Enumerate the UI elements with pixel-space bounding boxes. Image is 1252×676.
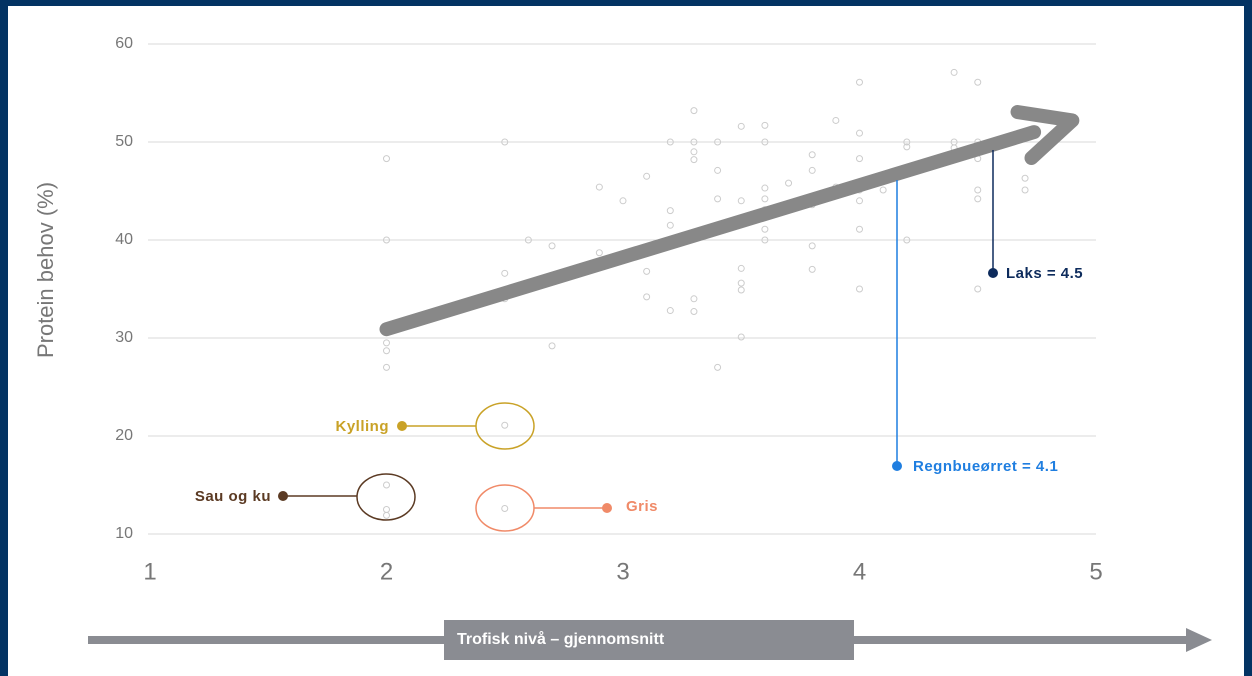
point (903, 143, 911, 151)
y-tick-label: 20 (115, 427, 133, 444)
x-axis-arrowhead (1186, 628, 1212, 652)
trend-arrow (379, 125, 1042, 337)
point (666, 307, 674, 315)
point (690, 138, 698, 146)
point (690, 295, 698, 303)
x-axis-label: Trofisk nivå – gjennomsnitt (457, 630, 665, 648)
leader-dot (988, 268, 998, 278)
point (832, 116, 840, 124)
point (761, 138, 769, 146)
point (714, 363, 722, 371)
point (737, 286, 745, 294)
point (383, 155, 390, 163)
x-tick-label: 3 (616, 558, 629, 585)
leader-dot (397, 421, 407, 431)
point (690, 148, 698, 156)
point (950, 68, 958, 76)
annotation: Gris (626, 498, 658, 515)
point (737, 279, 745, 287)
point (595, 249, 603, 257)
x-tick-label: 1 (143, 558, 156, 585)
y-tick-label: 60 (115, 35, 133, 52)
point (383, 363, 390, 371)
point (903, 236, 911, 244)
point (619, 197, 627, 205)
point (595, 183, 603, 191)
point (737, 264, 745, 272)
point (1021, 174, 1029, 182)
point (808, 166, 816, 174)
point (856, 285, 863, 293)
point (666, 138, 674, 146)
x-tick-label: 2 (380, 558, 393, 585)
point (643, 267, 651, 275)
x-label-box (444, 620, 854, 660)
y-tick-label: 50 (115, 133, 133, 150)
point (974, 285, 982, 293)
y-tick-label: 30 (115, 329, 133, 346)
point (974, 78, 982, 86)
point (383, 511, 390, 519)
point (501, 269, 509, 277)
point (856, 155, 863, 163)
point (524, 236, 532, 244)
point (666, 207, 674, 215)
point (903, 138, 911, 146)
point (761, 184, 769, 192)
point (761, 236, 769, 244)
point (761, 195, 769, 203)
point (785, 179, 793, 187)
trend-arrowhead (1010, 105, 1080, 165)
point (383, 481, 390, 489)
leader-dot (278, 491, 288, 501)
point (808, 242, 816, 250)
y-tick-label: 10 (115, 525, 133, 542)
point (808, 151, 816, 159)
point (690, 107, 698, 115)
point (714, 195, 722, 203)
annotation: Laks = 4.5 (1006, 265, 1083, 282)
point (1021, 186, 1029, 194)
point (856, 225, 863, 233)
point (548, 242, 556, 250)
point (761, 225, 769, 233)
y-axis-label: Protein behov (%) (33, 182, 58, 358)
point (974, 186, 982, 194)
highlight-ellipse (356, 473, 416, 521)
annotation: Regnbueørret = 4.1 (913, 458, 1058, 475)
point (501, 138, 509, 146)
point (974, 195, 982, 203)
point (548, 342, 556, 350)
leader-dot (602, 503, 612, 513)
point (737, 122, 745, 130)
point (690, 308, 698, 316)
leader-dot (892, 461, 902, 471)
point (666, 221, 674, 229)
x-tick-label: 4 (853, 558, 866, 585)
point (737, 197, 745, 205)
point (879, 186, 887, 194)
point (383, 339, 390, 347)
point (383, 347, 390, 355)
point (714, 138, 722, 146)
point (856, 129, 863, 137)
point (501, 421, 509, 429)
point (856, 197, 863, 205)
annotation: Kylling (335, 418, 389, 435)
annotation: Sau og ku (195, 488, 271, 505)
point (690, 156, 698, 164)
point (737, 333, 745, 341)
point (383, 236, 390, 244)
point (714, 166, 722, 174)
point (643, 172, 651, 180)
x-tick-label: 5 (1089, 558, 1102, 585)
point (501, 505, 509, 513)
point (643, 293, 651, 301)
point (761, 121, 769, 129)
point (808, 265, 816, 273)
y-tick-label: 40 (115, 231, 133, 248)
point (856, 78, 863, 86)
